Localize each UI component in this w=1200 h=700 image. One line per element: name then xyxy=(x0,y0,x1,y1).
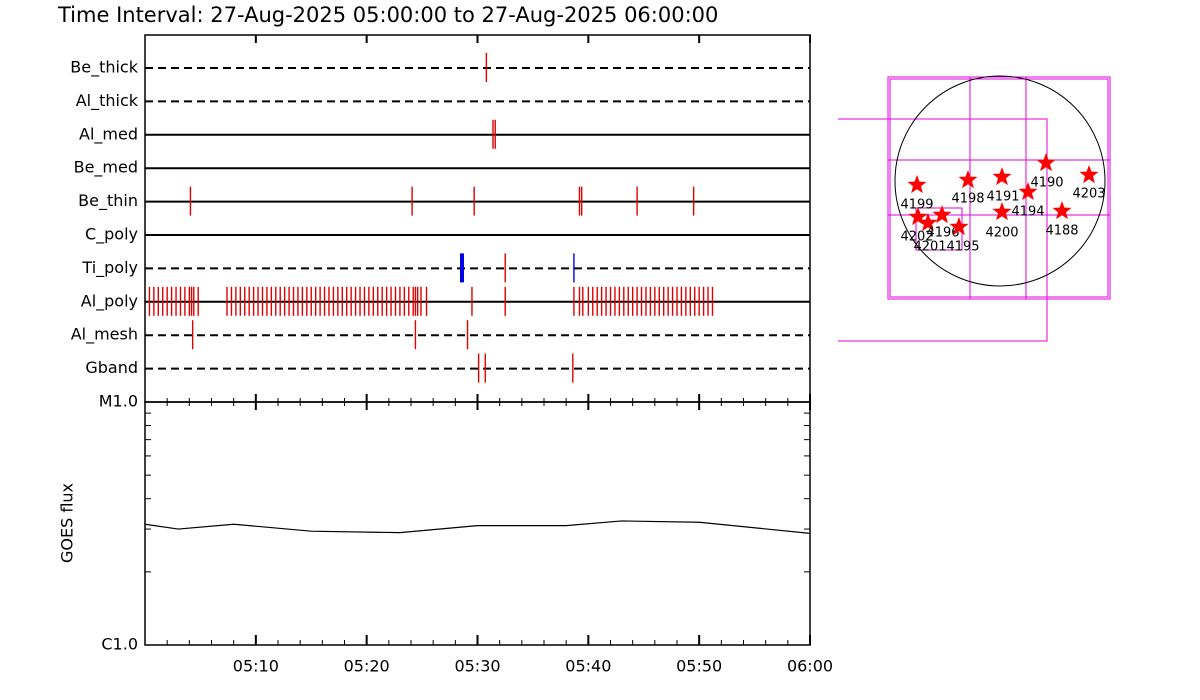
row-label: Al_poly xyxy=(81,291,138,311)
solar-disk xyxy=(894,75,1106,287)
region-label: 4195 xyxy=(946,240,979,255)
x-tick-label: 05:10 xyxy=(233,657,279,676)
region-marker xyxy=(1036,153,1056,172)
region-label: 4200 xyxy=(985,226,1018,241)
region-marker xyxy=(1018,182,1038,201)
y-tick-label: M1.0 xyxy=(99,392,138,411)
chart-title: Time Interval: 27-Aug-2025 05:00:00 to 2… xyxy=(57,3,718,27)
event-frame xyxy=(144,34,811,403)
row-label: Ti_poly xyxy=(81,258,138,278)
region-marker xyxy=(992,202,1012,221)
region-label: 4203 xyxy=(1072,187,1105,202)
region-marker xyxy=(958,170,978,189)
region-label: 4202 xyxy=(900,230,933,245)
region-label: 4194 xyxy=(1011,205,1044,220)
row-label: Al_mesh xyxy=(71,325,138,345)
region-label: 4198 xyxy=(951,192,984,207)
y-tick-label: C1.0 xyxy=(101,635,138,654)
region-label: 4196 xyxy=(926,226,959,241)
row-label: Be_med xyxy=(74,158,138,178)
x-tick-label: 05:30 xyxy=(454,657,500,676)
region-marker xyxy=(1079,165,1099,184)
region-label: 4199 xyxy=(900,198,933,213)
region-label: 4190 xyxy=(1030,176,1063,191)
region-marker xyxy=(992,167,1012,186)
x-tick-label: 05:50 xyxy=(676,657,722,676)
region-label: 4201 xyxy=(913,240,946,255)
row-label: Be_thick xyxy=(70,58,138,78)
region-label: 4191 xyxy=(986,190,1019,205)
region-marker xyxy=(1052,201,1072,220)
region-marker xyxy=(907,175,927,194)
region-label: 4188 xyxy=(1045,224,1078,239)
x-tick-label: 05:40 xyxy=(565,657,611,676)
region-marker xyxy=(932,205,952,224)
y-axis-label: GOES flux xyxy=(58,483,77,563)
region-marker xyxy=(908,207,928,226)
goes-curve xyxy=(144,520,811,534)
region-marker xyxy=(918,213,938,232)
x-tick-label: 06:00 xyxy=(787,657,833,676)
row-label: C_poly xyxy=(85,225,138,245)
row-label: Al_thick xyxy=(76,91,139,111)
region-marker xyxy=(949,217,969,236)
row-label: Al_med xyxy=(79,124,138,144)
row-label: Be_thin xyxy=(78,191,138,211)
row-label: Gband xyxy=(85,358,138,377)
x-tick-label: 05:20 xyxy=(344,657,390,676)
